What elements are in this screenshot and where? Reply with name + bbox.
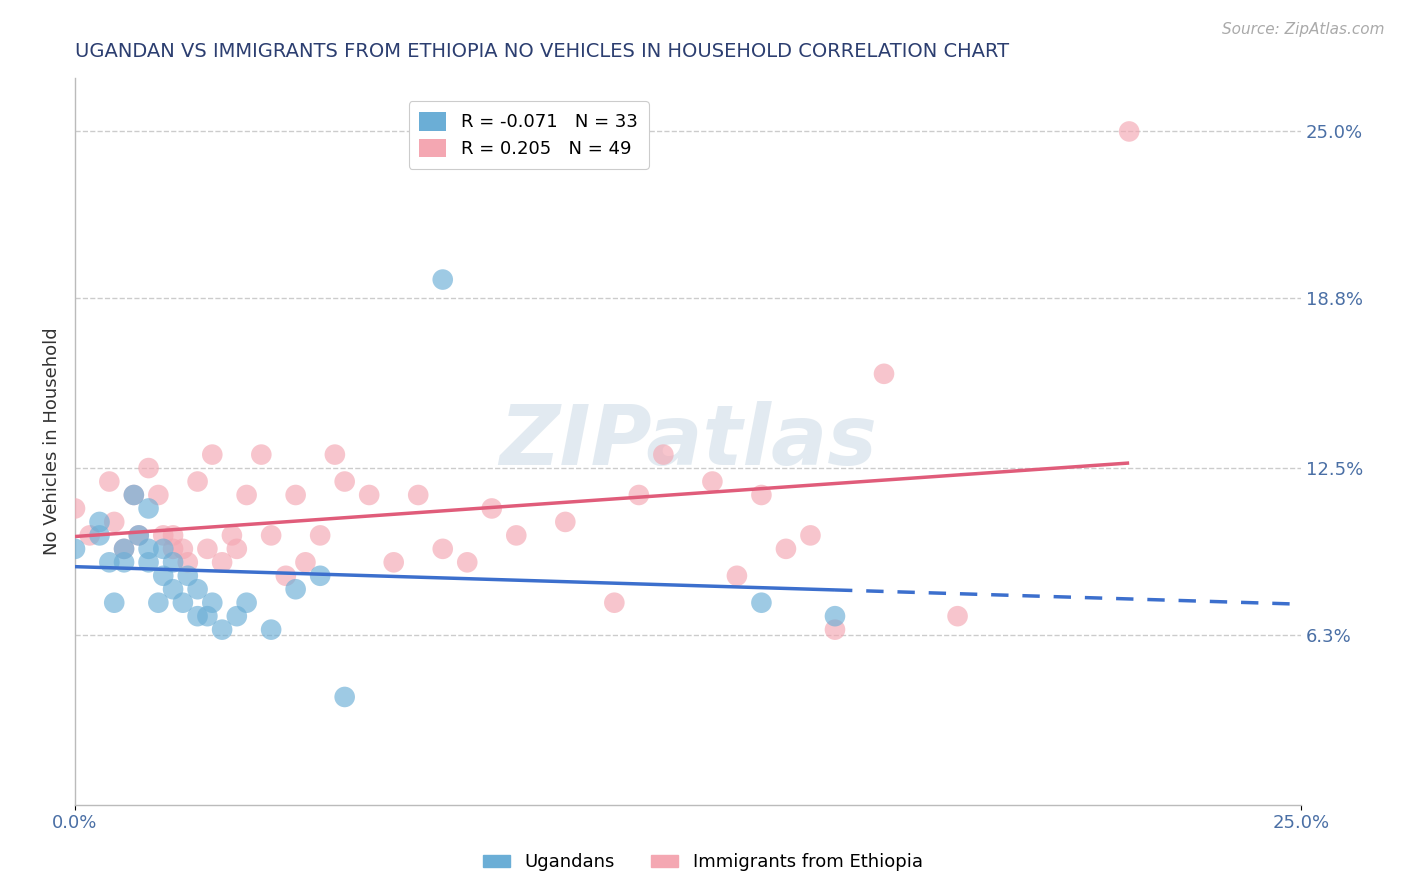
Point bbox=[197, 541, 219, 556]
Point bbox=[225, 609, 247, 624]
Point bbox=[1118, 124, 1140, 138]
Point bbox=[725, 568, 748, 582]
Point bbox=[359, 488, 381, 502]
Point bbox=[824, 609, 846, 624]
Point bbox=[260, 623, 283, 637]
Point bbox=[197, 609, 219, 624]
Point bbox=[702, 475, 724, 489]
Point bbox=[221, 528, 243, 542]
Point bbox=[481, 501, 503, 516]
Point bbox=[799, 528, 821, 542]
Point bbox=[627, 488, 650, 502]
Point bbox=[152, 541, 174, 556]
Point bbox=[148, 488, 170, 502]
Point bbox=[187, 582, 209, 597]
Point bbox=[63, 541, 86, 556]
Text: Source: ZipAtlas.com: Source: ZipAtlas.com bbox=[1222, 22, 1385, 37]
Point bbox=[554, 515, 576, 529]
Legend: R = -0.071   N = 33, R = 0.205   N = 49: R = -0.071 N = 33, R = 0.205 N = 49 bbox=[409, 101, 648, 169]
Point bbox=[148, 596, 170, 610]
Point bbox=[309, 568, 332, 582]
Point bbox=[406, 488, 429, 502]
Point bbox=[152, 568, 174, 582]
Y-axis label: No Vehicles in Household: No Vehicles in Household bbox=[44, 327, 60, 555]
Point bbox=[162, 541, 184, 556]
Point bbox=[103, 515, 125, 529]
Point bbox=[274, 568, 297, 582]
Point bbox=[946, 609, 969, 624]
Text: UGANDAN VS IMMIGRANTS FROM ETHIOPIA NO VEHICLES IN HOUSEHOLD CORRELATION CHART: UGANDAN VS IMMIGRANTS FROM ETHIOPIA NO V… bbox=[75, 42, 1010, 61]
Point bbox=[751, 596, 773, 610]
Point bbox=[211, 555, 233, 569]
Point bbox=[172, 541, 194, 556]
Point bbox=[456, 555, 478, 569]
Point bbox=[112, 541, 135, 556]
Point bbox=[138, 501, 160, 516]
Point bbox=[333, 475, 356, 489]
Point bbox=[187, 475, 209, 489]
Point bbox=[225, 541, 247, 556]
Point bbox=[89, 515, 111, 529]
Point bbox=[138, 461, 160, 475]
Point bbox=[333, 690, 356, 704]
Point bbox=[284, 488, 307, 502]
Point bbox=[103, 596, 125, 610]
Point bbox=[79, 528, 101, 542]
Point bbox=[177, 568, 200, 582]
Point bbox=[382, 555, 405, 569]
Point bbox=[235, 596, 257, 610]
Point bbox=[824, 623, 846, 637]
Point bbox=[775, 541, 797, 556]
Point bbox=[873, 367, 896, 381]
Point bbox=[122, 488, 145, 502]
Point bbox=[152, 528, 174, 542]
Point bbox=[162, 555, 184, 569]
Legend: Ugandans, Immigrants from Ethiopia: Ugandans, Immigrants from Ethiopia bbox=[477, 847, 929, 879]
Point bbox=[177, 555, 200, 569]
Point bbox=[284, 582, 307, 597]
Point bbox=[432, 541, 454, 556]
Point bbox=[187, 609, 209, 624]
Point bbox=[128, 528, 150, 542]
Point bbox=[128, 528, 150, 542]
Point bbox=[162, 528, 184, 542]
Point bbox=[89, 528, 111, 542]
Point bbox=[432, 272, 454, 286]
Point bbox=[172, 596, 194, 610]
Point bbox=[235, 488, 257, 502]
Point bbox=[98, 475, 121, 489]
Point bbox=[162, 582, 184, 597]
Point bbox=[138, 541, 160, 556]
Point bbox=[250, 448, 273, 462]
Point bbox=[98, 555, 121, 569]
Point bbox=[63, 501, 86, 516]
Point bbox=[201, 448, 224, 462]
Point bbox=[505, 528, 527, 542]
Point bbox=[652, 448, 675, 462]
Point bbox=[309, 528, 332, 542]
Point bbox=[211, 623, 233, 637]
Point bbox=[323, 448, 346, 462]
Point bbox=[603, 596, 626, 610]
Point bbox=[201, 596, 224, 610]
Point bbox=[260, 528, 283, 542]
Text: ZIPatlas: ZIPatlas bbox=[499, 401, 877, 482]
Point bbox=[112, 541, 135, 556]
Point bbox=[138, 555, 160, 569]
Point bbox=[294, 555, 316, 569]
Point bbox=[751, 488, 773, 502]
Point bbox=[112, 555, 135, 569]
Point bbox=[122, 488, 145, 502]
